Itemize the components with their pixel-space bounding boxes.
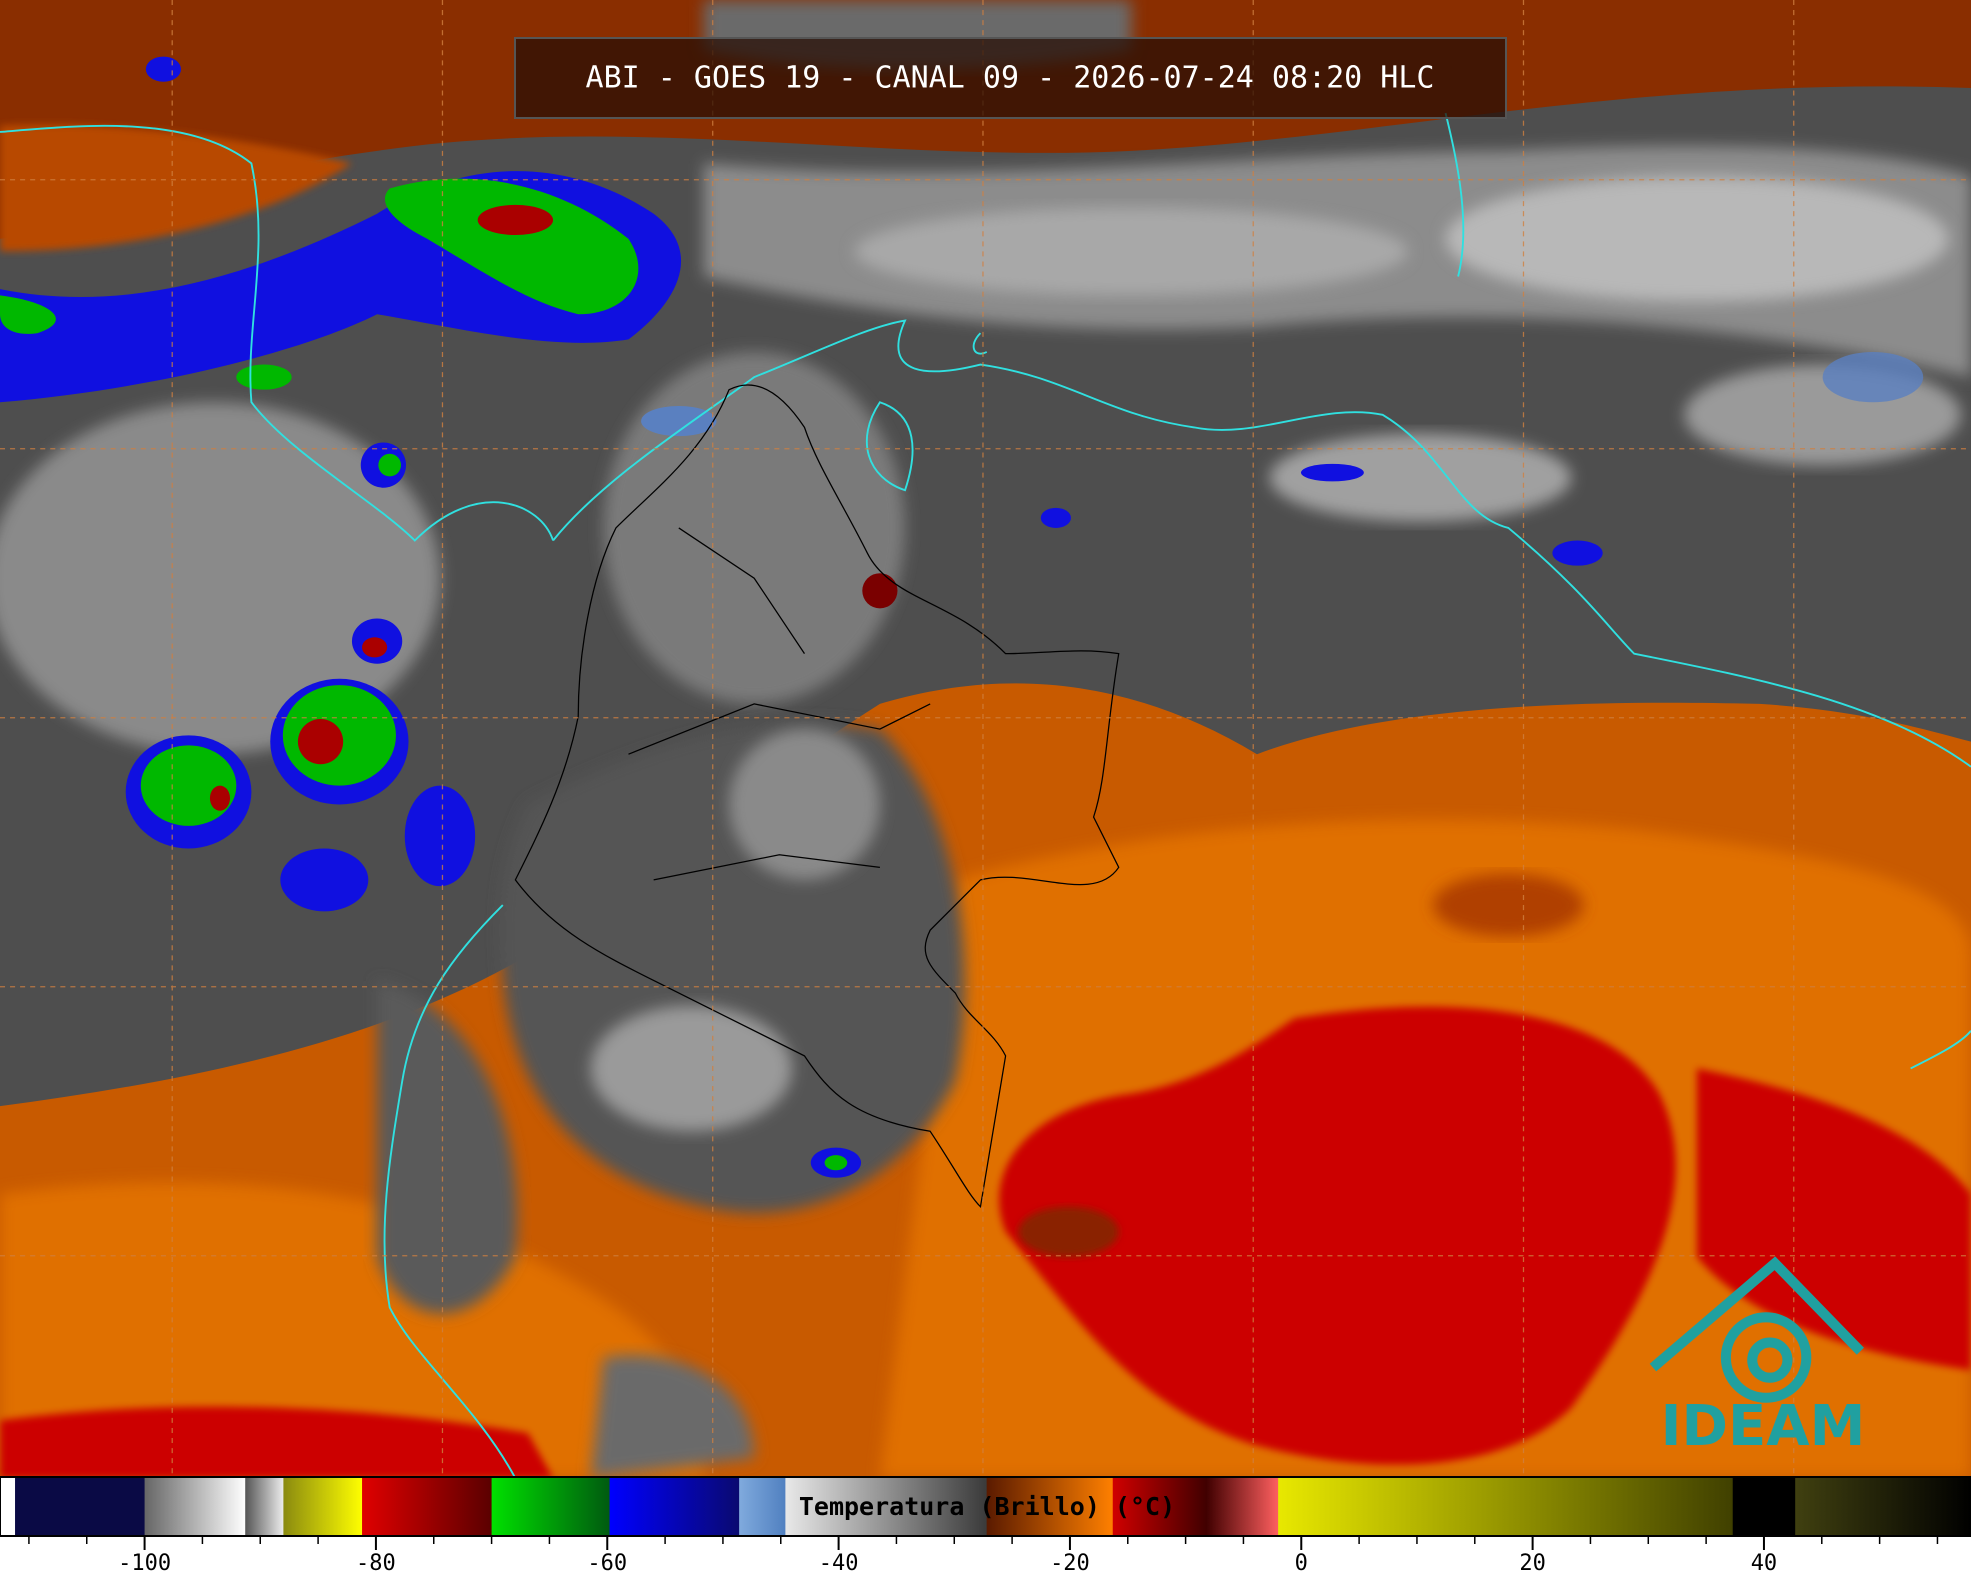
tick-label: -20 [1050, 1551, 1090, 1576]
colorbar-frame [0, 1476, 1971, 1537]
colorbar-segment [1206, 1477, 1279, 1536]
colorbar-segment [609, 1477, 740, 1536]
title: ABI - GOES 19 - CANAL 09 - 2026-07-24 08… [586, 61, 1435, 96]
tick-label: 0 [1295, 1551, 1308, 1576]
tick-label: -80 [356, 1551, 396, 1576]
colorbar-segment [362, 1477, 493, 1536]
colorbar-segment [144, 1477, 246, 1536]
colorbar-segment [1112, 1477, 1207, 1536]
colorbar-segment [245, 1477, 284, 1536]
colorbar-segment [1278, 1477, 1734, 1536]
tick-label: -40 [819, 1551, 859, 1576]
colorbar-segment [986, 1477, 1114, 1536]
colorbar-segment [15, 1477, 146, 1536]
tick-label: 40 [1751, 1551, 1778, 1576]
colorbar-segment [491, 1477, 611, 1536]
colorbar-segment [1795, 1477, 1971, 1536]
tick-label: 20 [1519, 1551, 1546, 1576]
colorbar-segment [1732, 1477, 1796, 1536]
satellite-image [0, 0, 1971, 1479]
colorbar-segment [739, 1477, 786, 1536]
colorbar-segment [785, 1477, 988, 1536]
tick-label: -100 [118, 1551, 171, 1576]
tick-label: -60 [587, 1551, 627, 1576]
colorbar-segment [283, 1477, 363, 1536]
logo-text: IDEAM [1661, 1394, 1866, 1459]
title-box [514, 37, 1507, 119]
colorbar-label: Temperatura (Brillo) (°C) [799, 1492, 1175, 1521]
colorbar-segment [0, 1477, 16, 1536]
colorbar: Temperatura (Brillo) (°C) -100 -80 -60 -40 -2… [0, 1476, 1971, 1576]
logo-mark [1649, 1256, 1864, 1403]
